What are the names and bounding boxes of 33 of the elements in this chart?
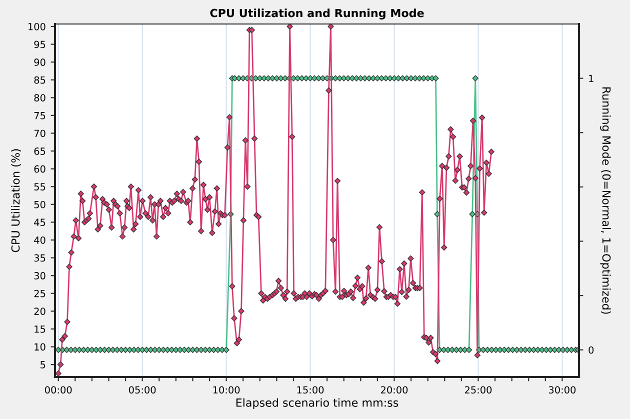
y-tick-label: 75 bbox=[34, 112, 46, 120]
y-tick-label: 10 bbox=[34, 343, 46, 351]
y-tick-label: 30 bbox=[34, 272, 46, 280]
x-tick-label: 25:00 bbox=[464, 386, 492, 394]
y2-tick-label: 1 bbox=[589, 74, 594, 82]
y-tick-label: 55 bbox=[34, 183, 46, 190]
y-tick-label: 40 bbox=[34, 236, 46, 244]
y-tick-label: 90 bbox=[34, 58, 46, 66]
x-tick-label: 20:00 bbox=[380, 386, 408, 394]
x-tick-label: 10:00 bbox=[213, 386, 240, 394]
y-tick-label: 95 bbox=[34, 40, 46, 48]
y-tick-label: 35 bbox=[34, 254, 46, 262]
y-tick-label: 70 bbox=[34, 130, 46, 138]
y2-axis-title: Running Mode (0=Normal, 1=Optimized) bbox=[600, 87, 611, 314]
x-tick-label: 00:00 bbox=[44, 386, 72, 394]
y-axis-title: CPU Utilization (%) bbox=[11, 149, 22, 252]
y-tick-label: 20 bbox=[34, 308, 46, 315]
y-tick-label: 80 bbox=[34, 94, 46, 102]
y-tick-label: 60 bbox=[34, 165, 46, 173]
y-tick-label: 85 bbox=[34, 76, 46, 84]
y-tick-label: 5 bbox=[40, 361, 46, 368]
chart-title: CPU Utilization and Running Mode bbox=[210, 8, 424, 20]
y-tick-label: 65 bbox=[34, 148, 46, 155]
y-tick-label: 15 bbox=[34, 326, 46, 333]
y-tick-label: 50 bbox=[34, 200, 46, 208]
y-tick-label: 45 bbox=[34, 218, 46, 226]
x-axis-title: Elapsed scenario time mm:ss bbox=[236, 398, 398, 409]
y2-tick-label: 0 bbox=[588, 346, 594, 354]
x-tick-label: 05:00 bbox=[128, 386, 156, 394]
x-tick-label: 15:00 bbox=[297, 386, 324, 394]
y-tick-label: 25 bbox=[34, 290, 46, 298]
x-tick-label: 30:00 bbox=[548, 386, 576, 394]
y-tick-label: 100 bbox=[28, 22, 46, 30]
